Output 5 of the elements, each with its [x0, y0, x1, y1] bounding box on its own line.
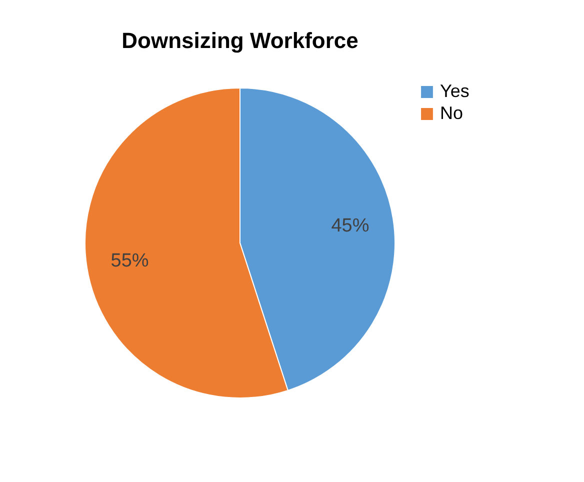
data-label: 55%: [110, 250, 149, 272]
data-label: 45%: [331, 216, 370, 237]
legend-label: Yes: [440, 81, 470, 101]
legend-label: No: [440, 103, 464, 123]
chart-title: Downsizing Workforce: [122, 28, 358, 53]
